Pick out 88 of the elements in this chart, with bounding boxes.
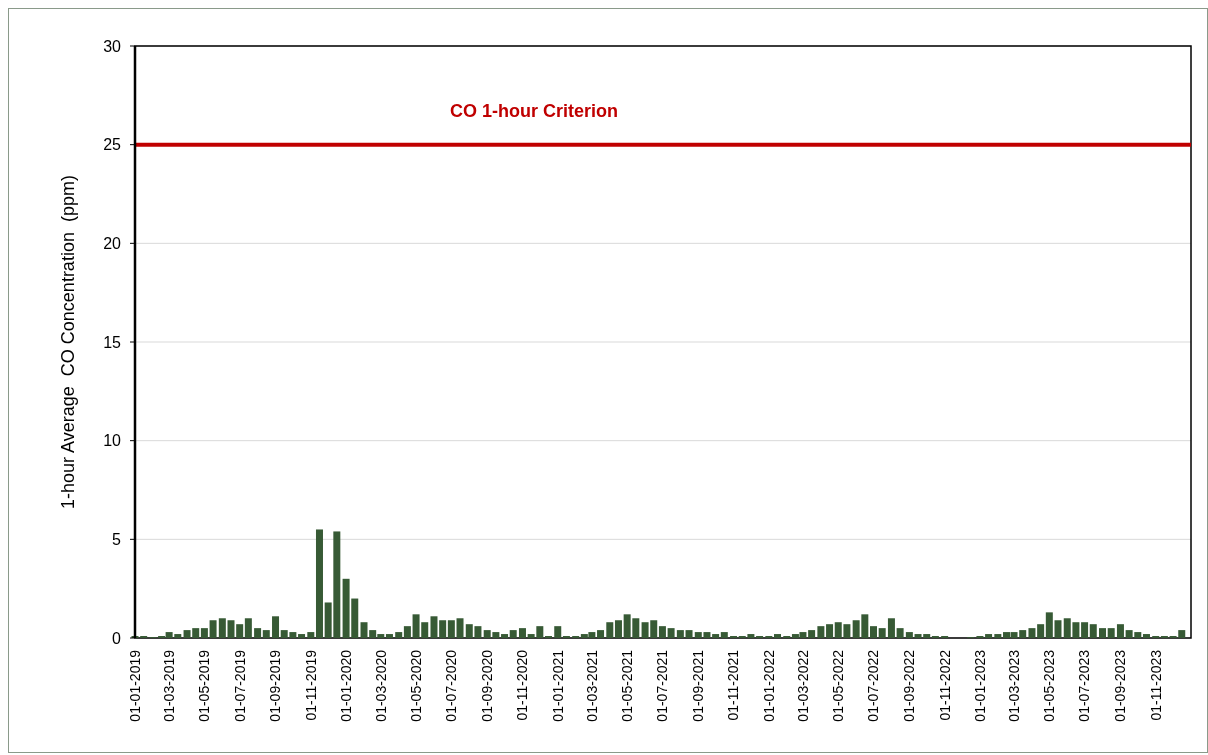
x-tick-label: 01-01-2022 xyxy=(760,649,777,722)
x-tick-label: 01-09-2022 xyxy=(901,649,918,722)
bar xyxy=(501,634,509,638)
y-tick-label: 15 xyxy=(103,333,122,351)
x-tick-label: 01-03-2021 xyxy=(583,649,600,722)
bar xyxy=(1099,628,1107,638)
bar xyxy=(254,628,262,638)
x-tick-label: 01-03-2019 xyxy=(161,649,178,722)
bar xyxy=(817,626,825,638)
bar xyxy=(614,620,622,638)
x-tick-label: 01-09-2021 xyxy=(690,649,707,722)
bar xyxy=(200,628,208,638)
x-tick-label: 01-11-2021 xyxy=(725,649,742,721)
bar xyxy=(597,630,605,638)
bar xyxy=(298,634,306,638)
bar xyxy=(403,626,411,638)
bar xyxy=(385,634,393,638)
bar xyxy=(896,628,904,638)
bar xyxy=(456,618,464,638)
bar xyxy=(985,634,993,638)
x-tick-label: 01-03-2023 xyxy=(1005,649,1022,722)
y-tick-label: 0 xyxy=(112,629,122,647)
bar xyxy=(878,628,886,638)
bar xyxy=(272,616,280,638)
x-tick-label: 01-07-2022 xyxy=(865,649,882,722)
x-tick-label: 01-11-2023 xyxy=(1147,649,1164,721)
bar xyxy=(658,626,666,638)
bar xyxy=(554,626,562,638)
y-tick-label: 30 xyxy=(103,37,122,55)
x-tick-label: 01-07-2023 xyxy=(1076,649,1093,722)
bar xyxy=(315,529,323,638)
x-tick-label: 01-09-2023 xyxy=(1112,649,1129,722)
bar xyxy=(447,620,455,638)
x-tick-label: 01-11-2019 xyxy=(302,649,319,721)
x-tick-label: 01-07-2021 xyxy=(654,649,671,722)
bar xyxy=(1116,624,1124,638)
bar xyxy=(218,618,226,638)
bar xyxy=(1028,628,1036,638)
x-tick-label: 01-07-2019 xyxy=(231,649,248,722)
bar xyxy=(1037,624,1045,638)
x-tick-label: 01-01-2019 xyxy=(126,649,143,722)
bar xyxy=(518,628,526,638)
bar xyxy=(808,630,816,638)
bar xyxy=(606,622,614,638)
bar xyxy=(667,628,675,638)
bar xyxy=(720,632,728,638)
bar xyxy=(994,634,1002,638)
x-tick-label: 01-05-2023 xyxy=(1041,649,1058,722)
bar xyxy=(209,620,217,638)
x-tick-label: 01-03-2020 xyxy=(372,649,389,722)
y-tick-label: 5 xyxy=(112,530,122,548)
bar xyxy=(887,618,895,638)
bar xyxy=(395,632,403,638)
bar xyxy=(1081,622,1089,638)
bar xyxy=(509,630,517,638)
x-tick-label: 01-07-2020 xyxy=(443,649,460,722)
bar xyxy=(1142,634,1150,638)
y-tick-label: 20 xyxy=(103,234,122,252)
x-tick-label: 01-05-2020 xyxy=(407,649,424,722)
bar xyxy=(685,630,693,638)
bar xyxy=(870,626,878,638)
x-tick-label: 01-01-2021 xyxy=(549,649,566,722)
y-axis-title: 1-hour Average CO Concentration (ppm) xyxy=(58,175,78,509)
bar xyxy=(262,630,270,638)
x-tick-label: 01-09-2019 xyxy=(267,649,284,722)
x-tick-label: 01-05-2021 xyxy=(619,649,636,722)
bar xyxy=(307,632,315,638)
x-tick-label: 01-09-2020 xyxy=(479,649,496,722)
x-tick-label: 01-11-2020 xyxy=(514,649,531,721)
x-tick-label: 01-03-2022 xyxy=(794,649,811,722)
bar xyxy=(1107,628,1115,638)
bar xyxy=(439,620,447,638)
x-tick-label: 01-05-2019 xyxy=(196,649,213,722)
y-tick-label: 10 xyxy=(103,432,122,450)
bar xyxy=(774,634,782,638)
x-tick-label: 01-01-2023 xyxy=(971,649,988,722)
bar xyxy=(244,618,252,638)
bar xyxy=(712,634,720,638)
bar xyxy=(1089,624,1097,638)
bar xyxy=(430,616,438,638)
y-tick-label: 25 xyxy=(103,136,122,154)
ref-line-label: CO 1-hour Criterion xyxy=(450,100,619,121)
x-tick-label: 01-11-2022 xyxy=(936,649,953,721)
bar xyxy=(905,632,913,638)
x-tick-label: 01-01-2020 xyxy=(337,649,354,722)
x-tick-label: 01-05-2022 xyxy=(830,649,847,722)
bar xyxy=(826,624,834,638)
bar xyxy=(676,630,684,638)
